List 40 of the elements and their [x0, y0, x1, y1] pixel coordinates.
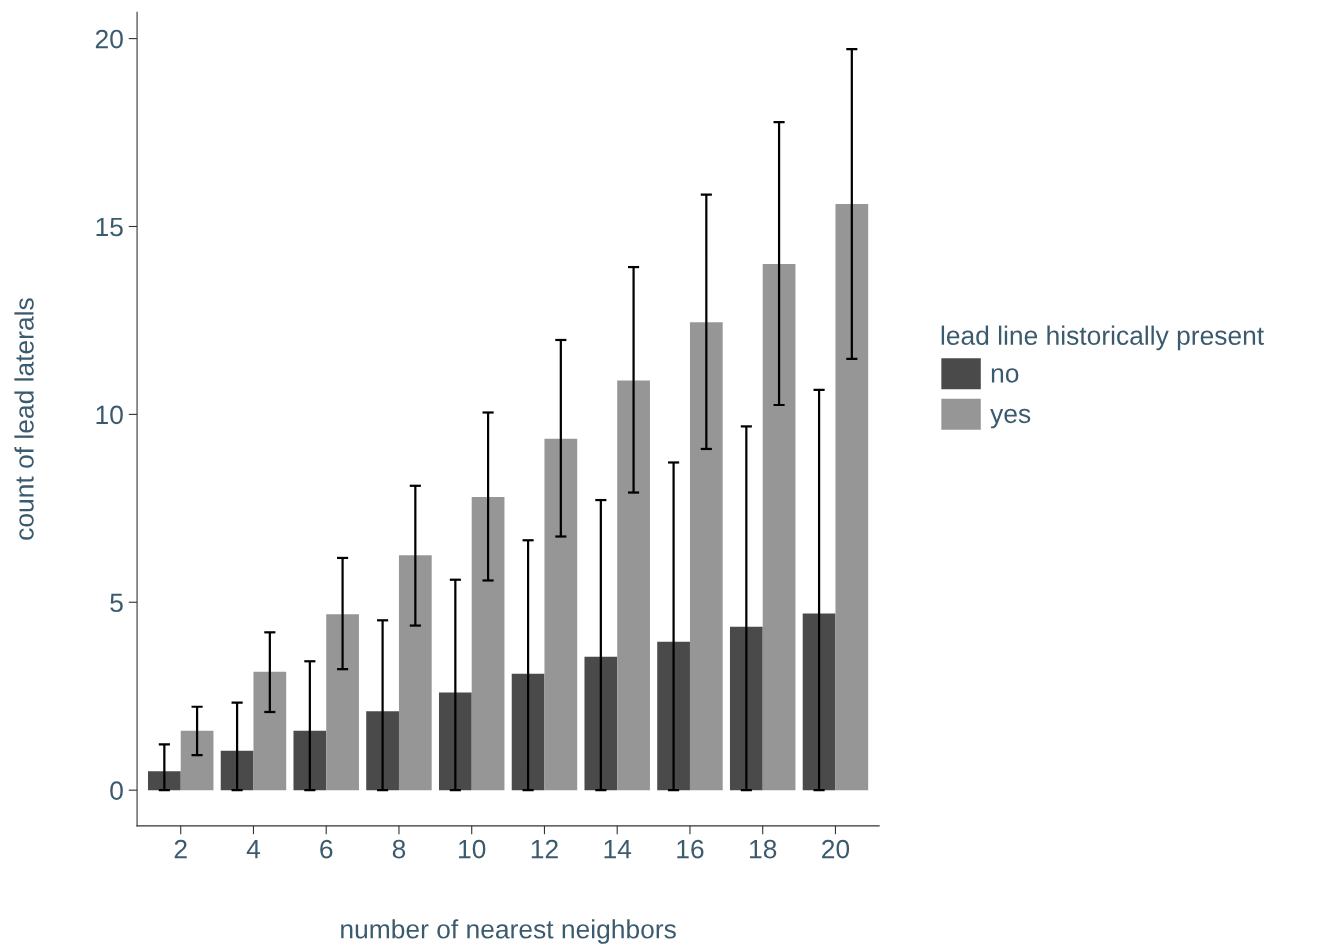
legend-title: lead line historically present [941, 325, 1264, 351]
bar [398, 555, 432, 791]
bar [762, 264, 796, 791]
bar [835, 203, 869, 791]
x-tick-label: 10 [459, 839, 486, 859]
bar [729, 626, 763, 791]
y-tick-label: 10 [96, 405, 123, 425]
x-tick-label: 2 [174, 839, 187, 859]
x-tick-label: 6 [320, 839, 333, 859]
bar [544, 438, 578, 791]
legend-label: yes [990, 408, 1031, 429]
x-tick-label: 16 [677, 839, 704, 859]
bar [293, 730, 327, 791]
bar [617, 380, 650, 791]
bar [220, 750, 254, 791]
x-tick-label: 4 [246, 840, 261, 859]
bar [584, 656, 618, 791]
x-tick-label: 12 [531, 839, 558, 859]
y-tick-label: 5 [110, 593, 123, 613]
legend-label: no [991, 368, 1019, 383]
bar [326, 614, 359, 791]
bar [438, 692, 472, 791]
bar [366, 711, 399, 791]
bar [802, 613, 836, 791]
x-tick-label: 8 [392, 839, 406, 859]
y-tick-label: 15 [96, 217, 123, 237]
x-tick-label: 20 [822, 839, 850, 859]
bar [689, 322, 723, 791]
bar [180, 730, 214, 791]
y-tick-label: 0 [110, 781, 123, 800]
x-tick-label: 18 [750, 839, 777, 859]
bar [147, 771, 181, 791]
bar [253, 671, 287, 791]
y-axis-title: count of lead laterals [14, 298, 34, 540]
bar [657, 641, 690, 791]
x-axis-title: number of nearest neighbors [341, 919, 676, 944]
y-tick-label: 20 [95, 29, 123, 49]
bar [511, 673, 545, 791]
bar [471, 497, 505, 791]
x-tick-label: 14 [604, 840, 632, 859]
